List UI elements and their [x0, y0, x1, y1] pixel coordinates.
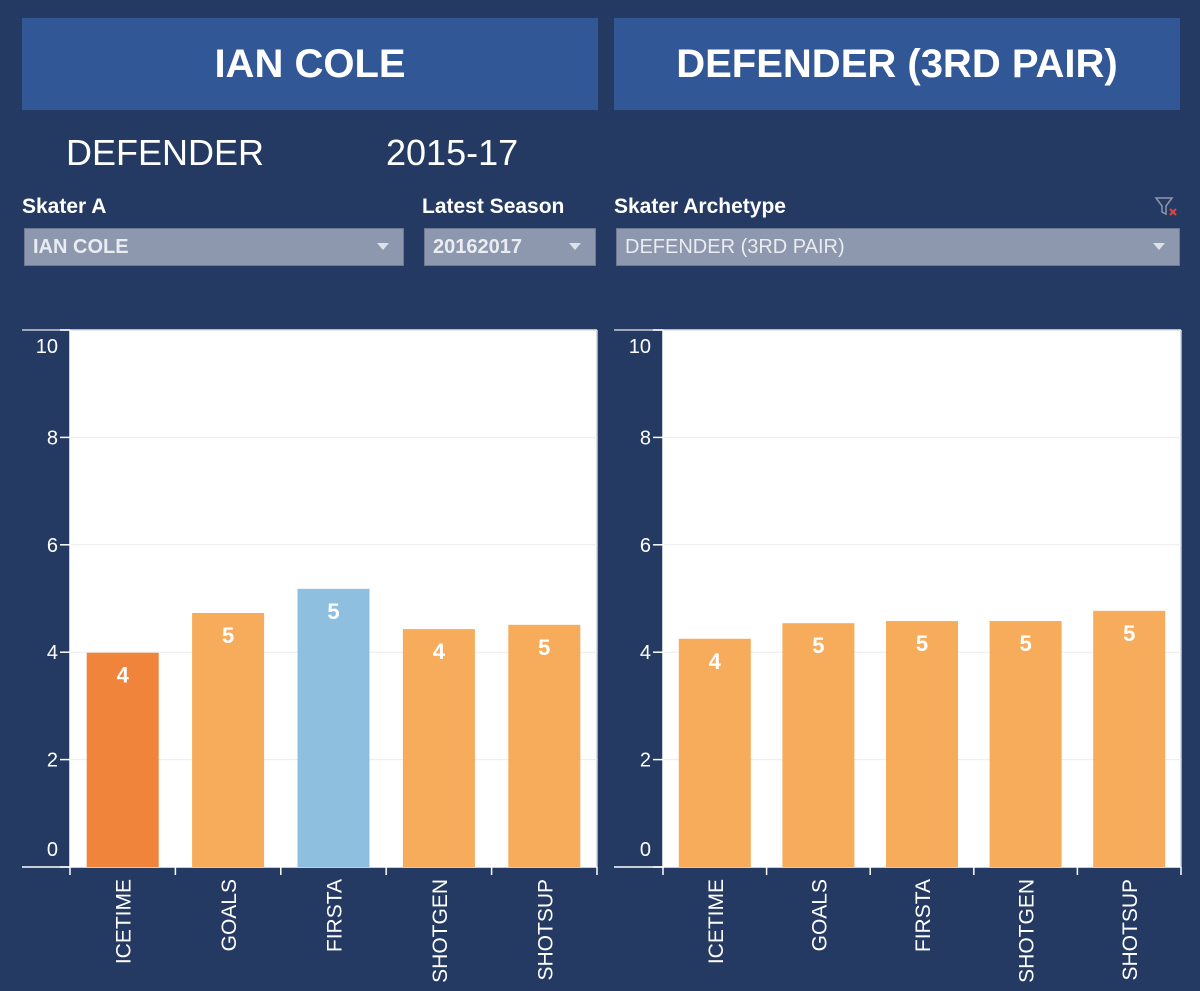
bar — [989, 621, 1062, 867]
filter-label: Skater Archetype — [614, 195, 786, 218]
x-tick-label: FIRSTA — [912, 879, 935, 952]
bar — [678, 638, 751, 867]
y-tick-label: 6 — [640, 535, 651, 557]
bar — [1093, 610, 1166, 867]
dropdown-value: 20162017 — [433, 236, 522, 258]
bar — [886, 621, 958, 867]
y-tick-label: 0 — [640, 839, 651, 861]
value-label: 5 — [538, 635, 550, 660]
clear-filter-icon[interactable] — [1154, 196, 1180, 220]
bar — [782, 623, 855, 867]
y-tick-label: 8 — [47, 427, 58, 449]
y-tick-label: 4 — [47, 642, 58, 664]
x-tick-label: ICETIME — [113, 879, 136, 964]
x-tick-label: SHOTGEN — [1016, 879, 1039, 983]
value-label: 5 — [1123, 621, 1135, 646]
position: DEFENDER — [66, 132, 265, 173]
y-tick-label: 0 — [47, 839, 58, 861]
bar — [192, 612, 265, 867]
y-tick-label: 2 — [640, 750, 651, 772]
x-tick-label: SHOTSUP — [1119, 879, 1142, 981]
player-header: IAN COLE — [22, 18, 598, 110]
y-tick-label: 10 — [629, 336, 651, 358]
x-tick-label: FIRSTA — [324, 879, 347, 952]
x-tick-label: GOALS — [218, 879, 241, 951]
bar — [297, 588, 370, 867]
value-label: 5 — [916, 631, 928, 656]
filter-label: Skater A — [22, 195, 107, 218]
bar — [402, 629, 475, 867]
x-tick-label: SHOTSUP — [534, 879, 557, 981]
dropdown-value: IAN COLE — [33, 236, 129, 258]
x-tick-label: ICETIME — [705, 879, 728, 964]
x-tick-label: SHOTGEN — [429, 879, 452, 983]
dropdown-arrow — [569, 243, 581, 250]
y-tick-label: 2 — [47, 750, 58, 772]
y-tick-label: 4 — [640, 642, 651, 664]
y-tick-label: 10 — [36, 336, 58, 358]
y-tick-label: 8 — [640, 427, 651, 449]
seasons: 2015-17 — [386, 132, 519, 173]
archetype-header: DEFENDER (3RD PAIR) — [614, 18, 1180, 110]
value-label: 5 — [812, 633, 824, 658]
dropdown[interactable]: 20162017 — [424, 228, 596, 266]
dropdown-arrow — [377, 243, 389, 250]
dropdown[interactable]: IAN COLE — [24, 228, 404, 266]
bar — [86, 652, 159, 867]
value-label: 5 — [1019, 631, 1031, 656]
x-tick-label: GOALS — [808, 879, 831, 951]
dropdown-arrow — [1153, 243, 1165, 250]
filter-label: Latest Season — [422, 195, 565, 218]
y-tick-label: 6 — [47, 535, 58, 557]
value-label: 5 — [222, 623, 234, 648]
value-label: 4 — [709, 649, 722, 674]
dropdown[interactable]: DEFENDER (3RD PAIR) — [616, 228, 1180, 266]
value-label: 4 — [117, 663, 130, 688]
value-label: 4 — [433, 639, 446, 664]
value-label: 5 — [327, 599, 339, 624]
dropdown-value: DEFENDER (3RD PAIR) — [625, 236, 845, 258]
bar — [508, 624, 581, 867]
